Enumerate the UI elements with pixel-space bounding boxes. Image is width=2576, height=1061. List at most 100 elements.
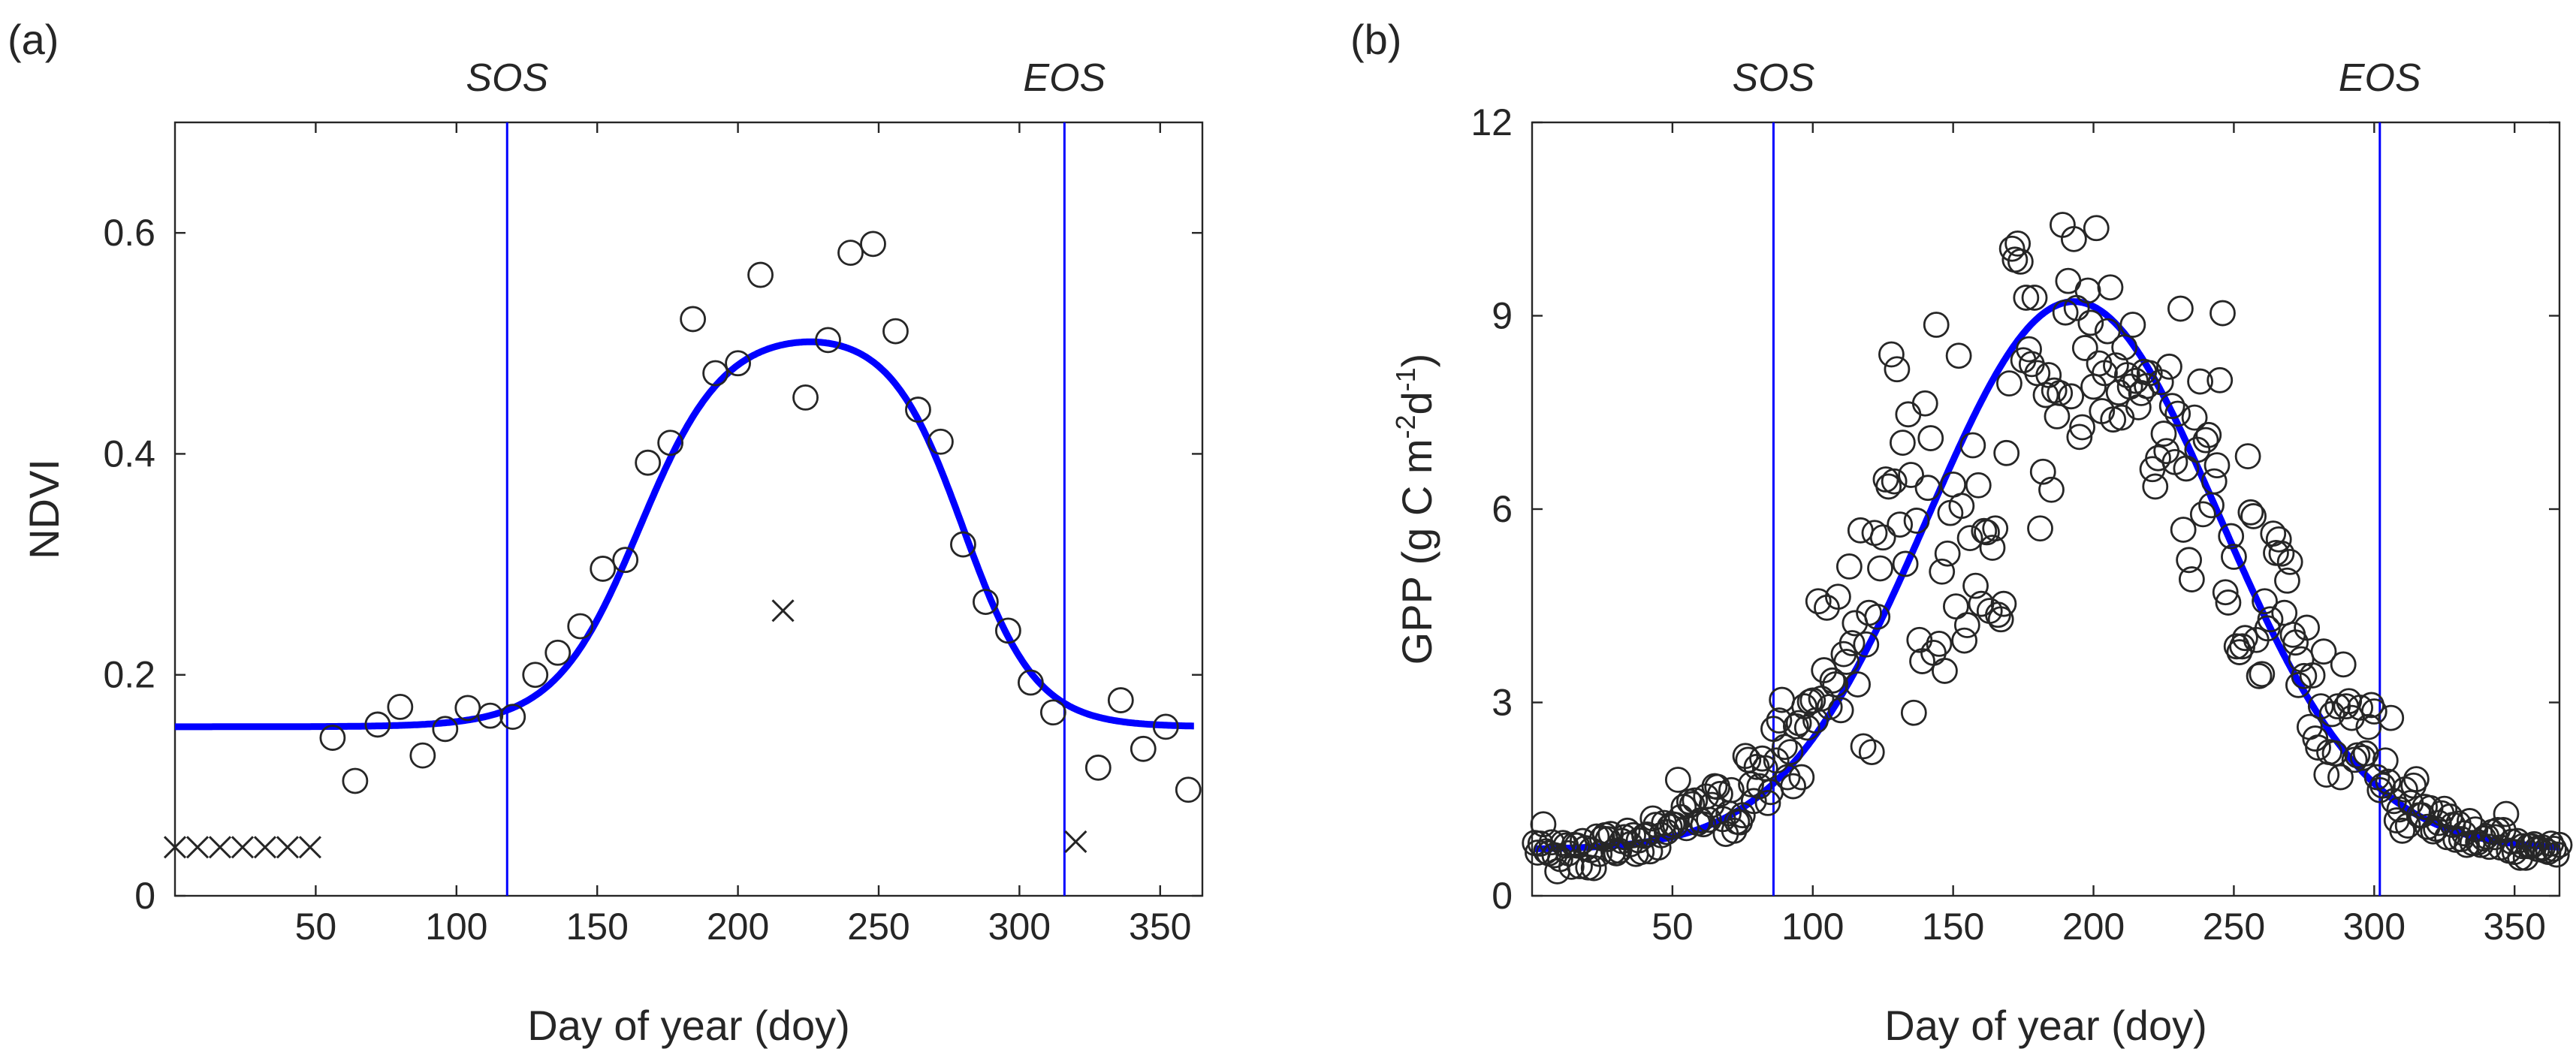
cross-stroke bbox=[253, 836, 276, 859]
data-point bbox=[1926, 630, 1953, 657]
data-point bbox=[2299, 662, 2326, 689]
data-point bbox=[2333, 693, 2360, 720]
data-point bbox=[1853, 631, 1880, 658]
data-point bbox=[2189, 501, 2216, 528]
data-point bbox=[364, 711, 391, 738]
data-point bbox=[2206, 366, 2234, 393]
data-point bbox=[1718, 776, 1745, 803]
data-point bbox=[2420, 818, 2447, 845]
data-point bbox=[2041, 377, 2068, 404]
x-tick-label: 200 bbox=[707, 906, 769, 948]
data-point bbox=[1749, 745, 1775, 772]
data-point bbox=[2363, 764, 2390, 791]
panel-b: (b) 50 100 150 200 250 300 350 0 3 6 9 12 SOS EOS D… bbox=[1350, 16, 2573, 1049]
excluded-point bbox=[1064, 830, 1087, 853]
panel-b-y-title-end: ) bbox=[1393, 354, 1440, 368]
data-point bbox=[950, 531, 976, 558]
data-point bbox=[635, 449, 662, 476]
data-point bbox=[860, 231, 886, 258]
x-tick-label: 50 bbox=[295, 906, 337, 948]
data-point bbox=[1558, 853, 1585, 880]
data-point bbox=[544, 639, 572, 666]
data-point bbox=[1645, 834, 1672, 861]
y-tick-label: 6 bbox=[1492, 488, 1513, 530]
x-tick-label: 250 bbox=[2203, 906, 2265, 948]
y-tick-label: 9 bbox=[1492, 295, 1513, 337]
data-point bbox=[1892, 550, 1919, 577]
data-point bbox=[2349, 744, 2376, 771]
data-point bbox=[499, 704, 526, 731]
data-point bbox=[1827, 697, 1854, 724]
data-point bbox=[2027, 515, 2053, 542]
data-point bbox=[1875, 473, 1902, 500]
panel-a-x-ticks: 50 100 150 200 250 300 350 bbox=[295, 122, 1191, 948]
data-point bbox=[1662, 812, 1689, 838]
data-point bbox=[2252, 588, 2278, 615]
data-point bbox=[1929, 558, 1956, 585]
data-point bbox=[1819, 667, 1846, 694]
cross-stroke bbox=[771, 599, 795, 622]
data-point bbox=[1889, 430, 1916, 456]
panel-b-y-title-mid: d bbox=[1393, 391, 1440, 414]
data-point bbox=[1152, 713, 1179, 740]
data-point bbox=[2156, 353, 2182, 380]
data-point bbox=[2181, 404, 2208, 431]
data-point bbox=[1530, 811, 1557, 838]
data-point bbox=[1825, 583, 1851, 610]
data-point bbox=[1987, 606, 2014, 633]
excluded-point bbox=[298, 836, 321, 859]
excluded-point bbox=[163, 836, 187, 859]
data-point bbox=[2240, 503, 2267, 529]
data-point bbox=[1679, 791, 1706, 818]
data-point bbox=[2170, 517, 2197, 543]
data-point bbox=[1881, 468, 1908, 495]
data-point bbox=[590, 556, 617, 582]
panel-a-label: (a) bbox=[8, 16, 59, 63]
data-point bbox=[2187, 368, 2213, 395]
excluded-point bbox=[253, 836, 276, 859]
data-point bbox=[1979, 535, 2006, 561]
data-point bbox=[2038, 476, 2065, 503]
data-point bbox=[1740, 788, 1767, 815]
data-point bbox=[2352, 740, 2379, 767]
x-tick-label: 300 bbox=[988, 906, 1051, 948]
data-point bbox=[1869, 524, 1896, 551]
data-point bbox=[2192, 427, 2219, 454]
data-point bbox=[1603, 839, 1630, 867]
panel-b-event-markers: SOS EOS bbox=[1733, 56, 2421, 896]
data-point bbox=[2147, 369, 2174, 396]
data-point bbox=[2431, 795, 2458, 822]
data-point bbox=[1959, 432, 1986, 459]
data-point bbox=[2372, 747, 2399, 774]
panel-b-y-ticks: 0 3 6 9 12 bbox=[1470, 101, 2559, 917]
data-point bbox=[2231, 625, 2258, 652]
cross-stroke bbox=[186, 836, 210, 859]
data-point bbox=[2330, 651, 2357, 678]
data-point bbox=[1799, 687, 1826, 714]
data-point bbox=[387, 693, 414, 720]
data-point bbox=[1682, 787, 1709, 814]
data-point bbox=[2066, 423, 2093, 451]
x-tick-label: 300 bbox=[2343, 906, 2406, 948]
data-point bbox=[2274, 567, 2300, 594]
cross-stroke bbox=[163, 836, 187, 859]
data-point bbox=[1850, 733, 1877, 760]
data-point bbox=[567, 613, 594, 640]
panel-b-y-title-main: GPP (g C m bbox=[1393, 439, 1440, 665]
data-point bbox=[1620, 821, 1646, 848]
data-point bbox=[1654, 818, 1680, 845]
data-point bbox=[2119, 312, 2146, 338]
x-tick-label: 200 bbox=[2062, 906, 2125, 948]
data-point bbox=[2223, 633, 2250, 660]
excluded-point bbox=[771, 599, 795, 622]
data-point bbox=[1738, 771, 1764, 797]
data-point bbox=[1805, 588, 1832, 615]
data-point bbox=[2013, 285, 2040, 311]
data-point bbox=[1932, 658, 1958, 684]
event-label-eos: EOS bbox=[1023, 56, 1106, 100]
panel-a-fit-curve bbox=[175, 338, 1194, 731]
data-point bbox=[2378, 704, 2405, 731]
data-point bbox=[2212, 579, 2239, 606]
data-point bbox=[2344, 742, 2371, 769]
